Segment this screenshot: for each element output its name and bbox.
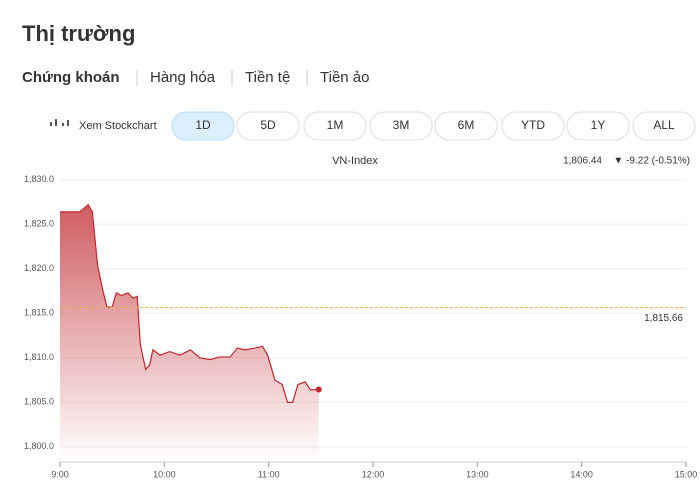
last-value: 1,806.44 bbox=[563, 156, 602, 167]
chart-icon bbox=[67, 120, 69, 126]
range-label[interactable]: 5D bbox=[260, 118, 276, 132]
tab[interactable]: Tiền ảo bbox=[320, 69, 369, 86]
chart-icon bbox=[55, 119, 57, 126]
y-tick-label: 1,815.0 bbox=[24, 308, 54, 318]
chart-icon bbox=[62, 123, 64, 126]
range-button[interactable] bbox=[171, 111, 235, 141]
x-tick-label: 12:00 bbox=[362, 469, 385, 479]
y-tick-label: 1,800.0 bbox=[24, 441, 54, 451]
range-label[interactable]: ALL bbox=[653, 118, 675, 132]
tab[interactable]: Chứng khoán bbox=[22, 69, 120, 86]
range-label[interactable]: 3M bbox=[393, 118, 410, 132]
x-tick-label: 10:00 bbox=[153, 469, 176, 479]
y-tick-label: 1,810.0 bbox=[24, 352, 54, 362]
y-tick-label: 1,830.0 bbox=[24, 174, 54, 184]
x-tick-label: 15:00 bbox=[675, 469, 698, 479]
range-label[interactable]: YTD bbox=[521, 118, 545, 132]
range-label[interactable]: 1D bbox=[195, 118, 211, 132]
stockchart-link[interactable]: Xem Stockchart bbox=[79, 120, 157, 132]
chart-icon bbox=[50, 122, 52, 126]
area bbox=[60, 204, 319, 462]
range-label[interactable]: 6M bbox=[458, 118, 475, 132]
range-label[interactable]: 1Y bbox=[591, 118, 606, 132]
x-tick-label: 14:00 bbox=[570, 469, 593, 479]
range-button[interactable] bbox=[369, 111, 433, 141]
last-point bbox=[315, 386, 322, 393]
range-button[interactable] bbox=[566, 111, 630, 141]
range-button[interactable] bbox=[303, 111, 367, 141]
x-tick-label: 11:00 bbox=[258, 469, 280, 479]
y-tick-label: 1,825.0 bbox=[24, 219, 54, 229]
range-label[interactable]: 1M bbox=[327, 118, 344, 132]
tab[interactable]: Hàng hóa bbox=[150, 69, 216, 86]
x-tick-label: 9:00 bbox=[51, 469, 69, 479]
change: ▼ -9.22 (-0.51%) bbox=[613, 156, 690, 167]
range-button[interactable] bbox=[434, 111, 498, 141]
y-tick-label: 1,805.0 bbox=[24, 397, 54, 407]
range-button[interactable] bbox=[632, 111, 696, 141]
range-button[interactable] bbox=[236, 111, 300, 141]
reference-label: 1,815.66 bbox=[644, 313, 683, 324]
chart-title: VN-Index bbox=[332, 155, 378, 167]
page-title: Thị trường bbox=[22, 21, 135, 46]
range-button[interactable] bbox=[501, 111, 565, 141]
y-tick-label: 1,820.0 bbox=[24, 263, 54, 273]
tab[interactable]: Tiền tệ bbox=[245, 69, 290, 86]
x-tick-label: 13:00 bbox=[466, 469, 489, 479]
